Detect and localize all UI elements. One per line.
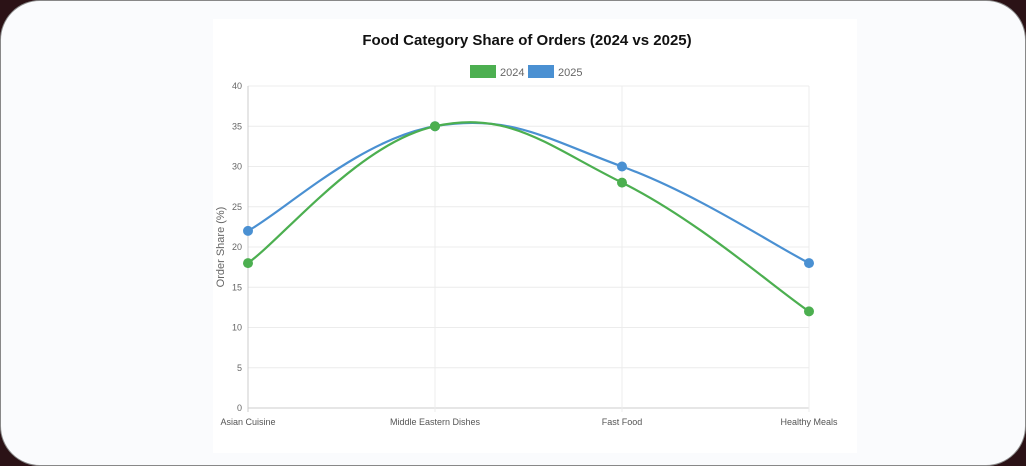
chart-title: Food Category Share of Orders (2024 vs 2…: [362, 32, 691, 49]
x-tick-label: Fast Food: [602, 417, 643, 427]
x-tick-label: Asian Cuisine: [220, 417, 275, 427]
y-tick-label: 35: [232, 121, 242, 131]
y-tick-label: 30: [232, 162, 242, 172]
data-point-2024: [243, 258, 253, 269]
legend-label: 2025: [558, 67, 582, 79]
x-tick-label: Middle Eastern Dishes: [390, 417, 481, 427]
series-line-2025: [247, 121, 810, 265]
legend-swatch-2025: [528, 65, 554, 78]
y-tick-label: 40: [232, 81, 242, 91]
y-tick-label: 25: [232, 202, 242, 212]
data-point-2024: [804, 306, 814, 317]
legend-swatch-2024: [470, 65, 496, 78]
data-point-2025: [804, 258, 814, 269]
data-point-2025: [617, 161, 627, 172]
chart-card: [213, 19, 857, 453]
data-point-2024: [430, 121, 440, 132]
y-tick-label: 15: [232, 282, 242, 292]
y-tick-label: 10: [232, 323, 242, 333]
y-tick-label: 5: [237, 363, 242, 373]
series-line-2024: [247, 121, 810, 313]
y-tick-label: 0: [237, 403, 242, 413]
data-point-2024: [617, 177, 627, 188]
y-tick-label: 20: [232, 242, 242, 252]
y-axis-label: Order Share (%): [215, 207, 227, 288]
legend-label: 2024: [500, 67, 524, 79]
x-tick-label: Healthy Meals: [780, 417, 838, 427]
data-point-2025: [243, 225, 253, 236]
